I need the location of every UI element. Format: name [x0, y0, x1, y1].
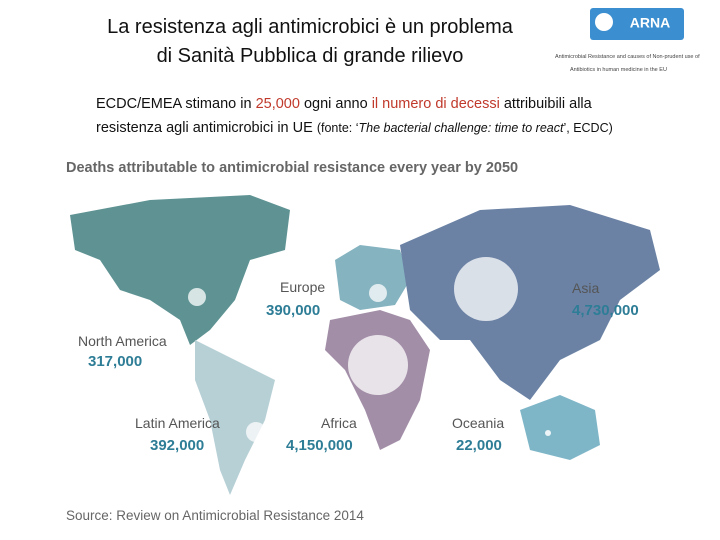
text: The bacterial challenge: time to react [358, 121, 564, 135]
title-line: di Sanità Pubblica di grande rilievo [156, 45, 464, 67]
region-value: 392,000 [150, 437, 204, 454]
title-line: La resistenza agli antimicrobici è un pr… [107, 16, 513, 38]
region-name: Oceania [452, 415, 504, 431]
text: ECDC/EMEA stimano in [96, 96, 256, 112]
text: attribuibili alla [499, 96, 592, 112]
text: ogni anno [299, 96, 372, 112]
region-name: North America [78, 333, 167, 349]
region-name: Asia [572, 280, 599, 296]
text: resistenza agli antimicrobici in UE [96, 120, 317, 136]
logo-icon [595, 13, 613, 31]
region-value: 4,730,000 [572, 302, 639, 319]
bubble [545, 430, 551, 436]
logo-subtitle: Antibiotics in human medicine in the EU [570, 67, 667, 73]
region-value: 317,000 [88, 353, 142, 370]
oceania [520, 395, 600, 460]
north-america [70, 195, 290, 345]
bubble [348, 335, 408, 395]
region-name: Latin America [135, 415, 220, 431]
infographic-title: Deaths attributable to antimicrobial res… [66, 160, 518, 176]
source: Source: Review on Antimicrobial Resistan… [66, 508, 364, 523]
asia [400, 205, 660, 400]
bubble [454, 257, 518, 321]
region-value: 22,000 [456, 437, 502, 454]
text: (fonte: ‘ [316, 121, 359, 135]
text: il numero di decessi [371, 96, 500, 112]
text: ’, ECDC) [563, 121, 613, 135]
logo-subtitle: Antimicrobial Resistance and causes of N… [555, 54, 700, 60]
bubble [246, 422, 266, 442]
logo-name: ARNA [630, 15, 670, 31]
bubble [369, 284, 387, 302]
logo-box [590, 8, 684, 40]
text: 25,000 [255, 96, 300, 112]
region-name: Africa [321, 415, 357, 431]
region-value: 4,150,000 [286, 437, 353, 454]
latin-america [195, 340, 275, 495]
region-name: Europe [280, 279, 325, 295]
region-value: 390,000 [266, 302, 320, 319]
body-text: ECDC/EMEA stimano in 25,000 ogni anno il… [96, 92, 716, 140]
europe [335, 245, 410, 310]
bubble [188, 288, 206, 306]
